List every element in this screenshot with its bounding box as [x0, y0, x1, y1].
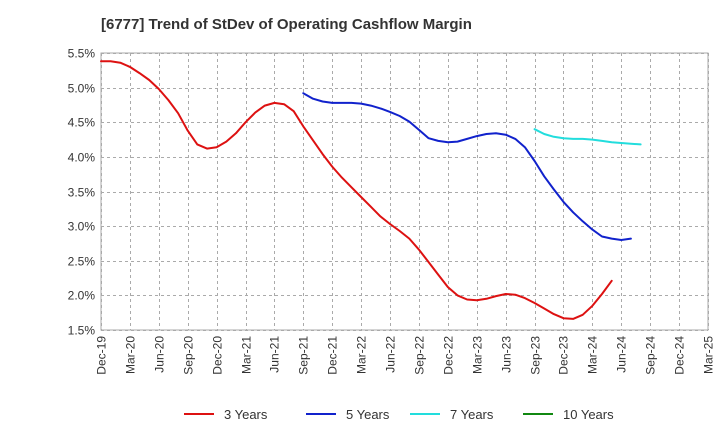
y-tick-label: 3.0% — [68, 220, 96, 234]
series-line-5-years — [302, 92, 632, 241]
x-tick-label: Dec-19 — [95, 336, 109, 375]
x-tick-label: Dec-23 — [557, 336, 571, 375]
x-tick-label: Mar-24 — [586, 336, 600, 374]
x-tick-label: Sep-22 — [413, 336, 427, 375]
x-tick-label: Sep-24 — [644, 336, 658, 375]
x-tick-label: Jun-23 — [500, 336, 514, 373]
y-tick-label: 2.0% — [68, 289, 96, 303]
series-layer — [100, 60, 642, 320]
y-tick-label: 2.5% — [68, 255, 96, 269]
y-tick-label: 1.5% — [68, 324, 96, 338]
x-tick-label: Dec-22 — [442, 336, 456, 375]
x-tick-label: Sep-20 — [182, 336, 196, 375]
x-tick-label: Jun-20 — [153, 336, 167, 373]
legend-label-5-years: 5 Years — [346, 407, 390, 422]
legend: 3 Years 5 Years 7 Years 10 Years — [184, 407, 614, 422]
x-tick-label: Sep-21 — [297, 336, 311, 375]
series-line-7-years — [533, 128, 642, 146]
x-tick-label: Mar-25 — [702, 336, 716, 374]
y-tick-label: 3.5% — [68, 186, 96, 200]
x-tick-label: Dec-20 — [211, 336, 225, 375]
x-tick-label: Sep-23 — [529, 336, 543, 375]
plot-frame — [100, 52, 709, 331]
axis-layer: 1.5% 2.0% 2.5% 3.0% 3.5% 4.0% 4.5% 5.0% 5.5% Dec-… — [68, 47, 716, 375]
chart-title: [6777] Trend of StDev of Operating Cashf… — [101, 16, 472, 33]
x-tick-label: Jun-21 — [268, 336, 282, 373]
y-tick-label: 4.0% — [68, 151, 96, 165]
x-tick-label: Dec-21 — [326, 336, 340, 375]
x-tick-label: Dec-24 — [673, 336, 687, 375]
y-tick-label: 5.5% — [68, 47, 96, 61]
y-tick-label: 4.5% — [68, 116, 96, 130]
grid-layer — [100, 52, 709, 331]
legend-label-3-years: 3 Years — [224, 407, 268, 422]
x-tick-label: Mar-21 — [240, 336, 254, 374]
legend-label-7-years: 7 Years — [450, 407, 494, 422]
x-tick-label: Jun-22 — [384, 336, 398, 373]
x-tick-label: Mar-22 — [355, 336, 369, 374]
series-line-3-years — [100, 60, 613, 320]
x-tick-label: Mar-23 — [471, 336, 485, 374]
x-tick-label: Mar-20 — [124, 336, 138, 374]
x-tick-label: Jun-24 — [615, 336, 629, 373]
legend-label-10-years: 10 Years — [563, 407, 614, 422]
y-tick-label: 5.0% — [68, 82, 96, 96]
